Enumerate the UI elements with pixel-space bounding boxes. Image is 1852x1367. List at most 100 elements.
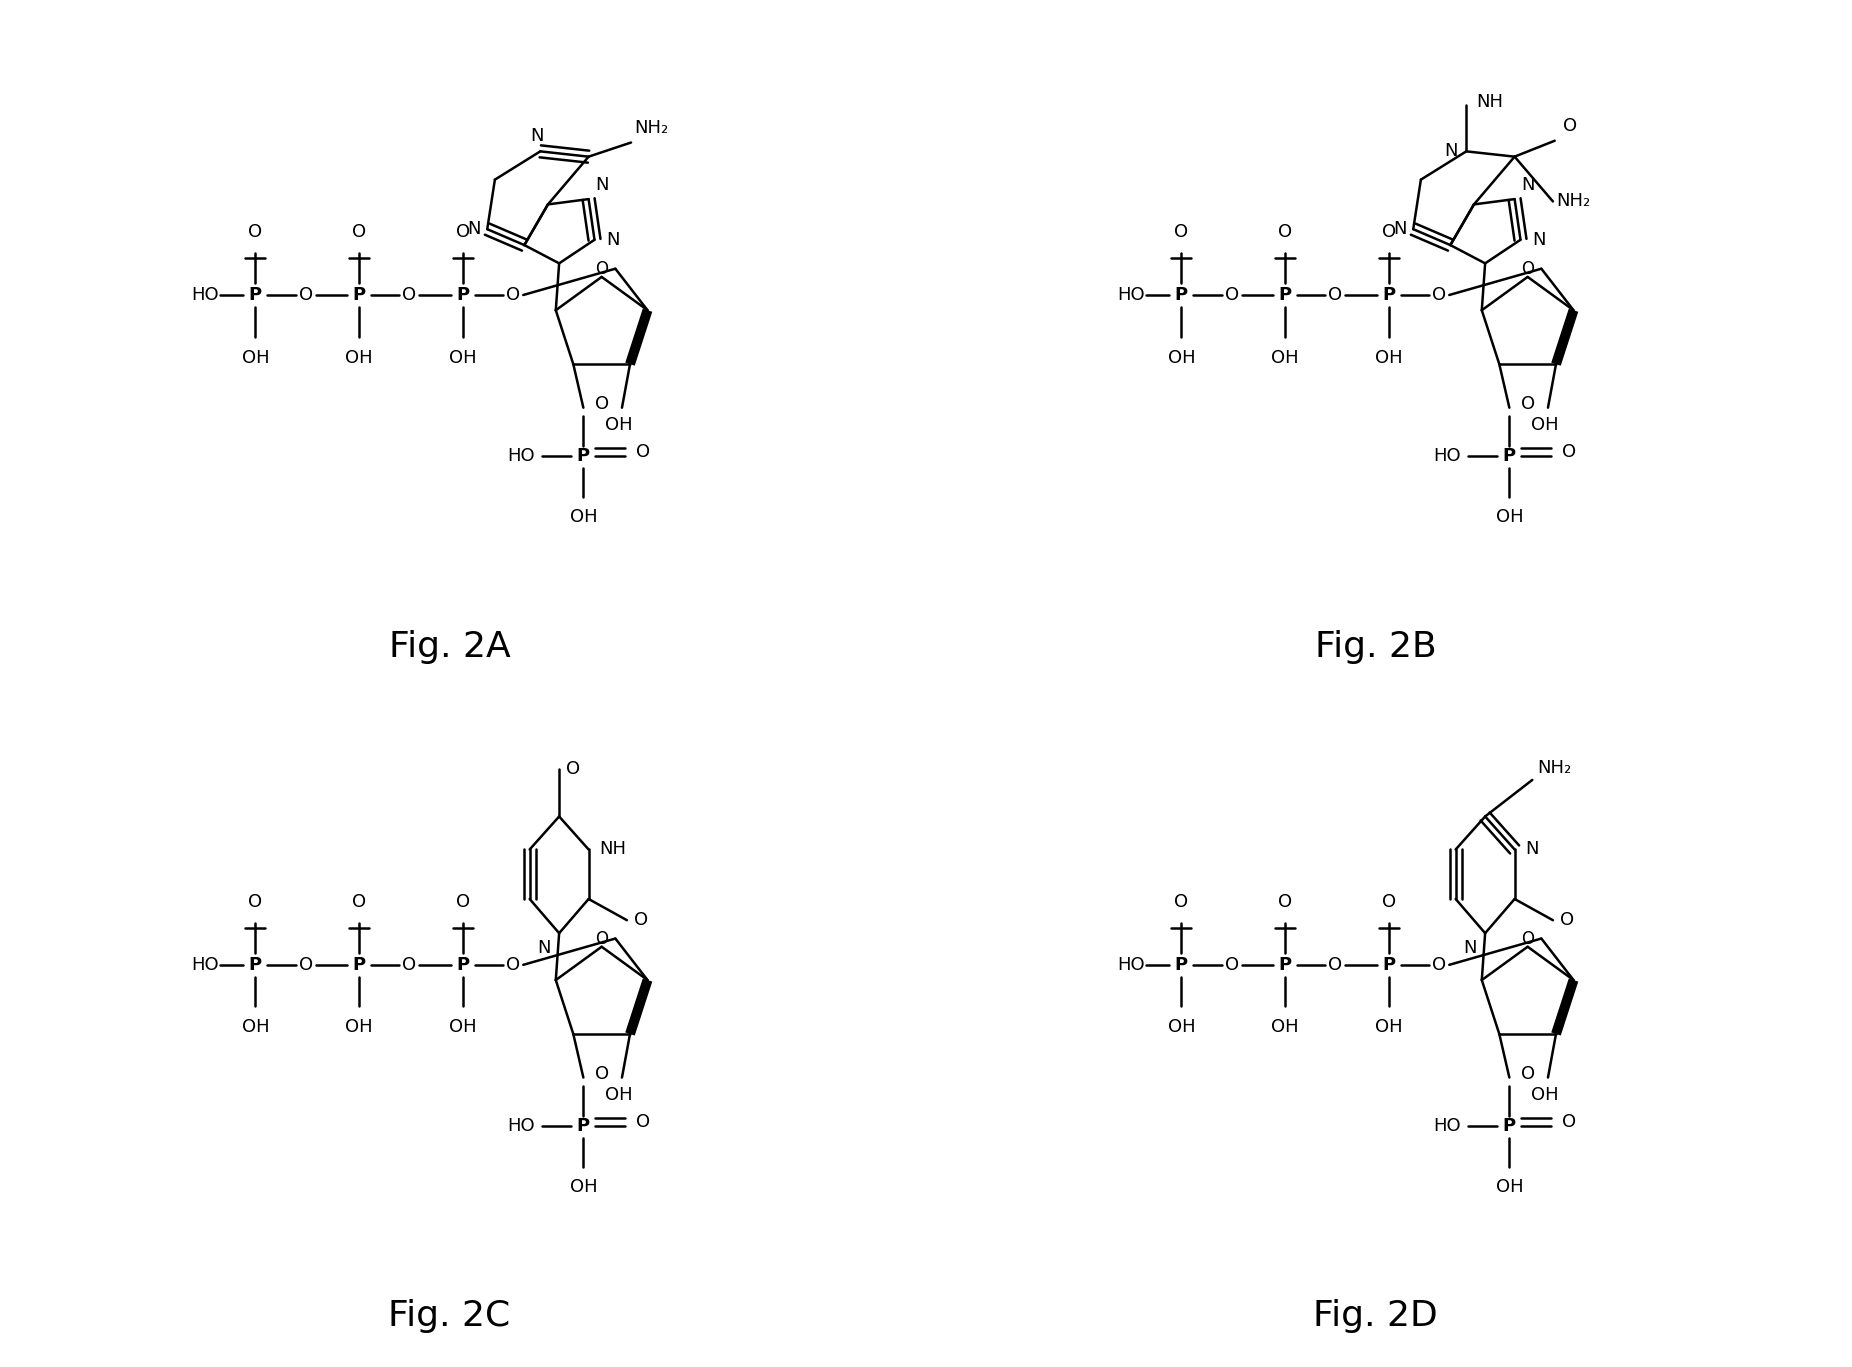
Text: HO: HO	[507, 447, 535, 465]
Text: O: O	[1432, 956, 1446, 973]
Text: O: O	[1224, 286, 1239, 303]
Text: OH: OH	[606, 1085, 632, 1103]
Text: N: N	[537, 939, 552, 957]
Text: OH: OH	[241, 349, 269, 366]
Text: OH: OH	[1270, 349, 1298, 366]
Text: O: O	[402, 956, 417, 973]
Text: HO: HO	[191, 956, 219, 973]
Text: O: O	[298, 956, 313, 973]
Text: P: P	[352, 286, 365, 303]
Text: N: N	[594, 176, 609, 194]
Text: HO: HO	[191, 286, 219, 303]
Text: HO: HO	[1117, 956, 1145, 973]
Text: O: O	[1520, 395, 1535, 413]
Text: O: O	[635, 1113, 650, 1131]
Text: O: O	[1520, 1065, 1535, 1083]
Text: P: P	[1382, 286, 1396, 303]
Text: P: P	[576, 447, 591, 465]
Text: N: N	[1520, 176, 1535, 194]
Text: P: P	[248, 286, 261, 303]
Text: O: O	[248, 223, 263, 242]
Text: P: P	[352, 956, 365, 973]
Text: HO: HO	[1433, 1117, 1461, 1135]
Text: O: O	[1432, 286, 1446, 303]
Text: OH: OH	[450, 349, 476, 366]
Text: O: O	[1224, 956, 1239, 973]
Text: O: O	[1174, 893, 1189, 912]
Text: OH: OH	[1270, 1018, 1298, 1036]
Text: P: P	[1174, 286, 1187, 303]
Text: P: P	[248, 956, 261, 973]
Text: OH: OH	[344, 349, 372, 366]
Text: O: O	[594, 1065, 609, 1083]
Text: NH₂: NH₂	[1556, 193, 1591, 211]
Text: O: O	[1520, 260, 1533, 278]
Text: Fig. 2C: Fig. 2C	[389, 1300, 511, 1333]
Text: OH: OH	[1167, 349, 1195, 366]
Text: O: O	[594, 395, 609, 413]
Text: OH: OH	[1532, 1085, 1558, 1103]
Text: O: O	[298, 286, 313, 303]
Text: P: P	[1502, 1117, 1517, 1135]
Text: P: P	[576, 1117, 591, 1135]
Text: N: N	[467, 220, 480, 238]
Text: NH: NH	[600, 841, 626, 858]
Text: NH₂: NH₂	[1537, 759, 1572, 776]
Text: O: O	[402, 286, 417, 303]
Text: P: P	[1174, 956, 1187, 973]
Text: O: O	[1563, 118, 1576, 135]
Text: O: O	[248, 893, 263, 912]
Text: OH: OH	[241, 1018, 269, 1036]
Text: O: O	[594, 260, 607, 278]
Text: HO: HO	[507, 1117, 535, 1135]
Text: O: O	[1561, 1113, 1576, 1131]
Text: O: O	[1559, 912, 1574, 930]
Text: O: O	[1174, 223, 1189, 242]
Text: O: O	[456, 893, 470, 912]
Text: N: N	[607, 231, 620, 249]
Text: HO: HO	[1117, 286, 1145, 303]
Text: N: N	[1533, 231, 1546, 249]
Text: O: O	[1328, 956, 1343, 973]
Text: NH₂: NH₂	[635, 119, 669, 137]
Text: O: O	[1382, 223, 1396, 242]
Text: O: O	[594, 930, 607, 947]
Text: O: O	[1561, 443, 1576, 461]
Text: OH: OH	[570, 1178, 596, 1196]
Text: OH: OH	[1496, 509, 1522, 526]
Text: O: O	[1278, 893, 1293, 912]
Text: Fig. 2A: Fig. 2A	[389, 630, 511, 663]
Text: OH: OH	[1167, 1018, 1195, 1036]
Text: NH: NH	[1476, 93, 1504, 111]
Text: N: N	[1445, 142, 1458, 160]
Text: N: N	[1526, 841, 1539, 858]
Text: HO: HO	[1433, 447, 1461, 465]
Text: O: O	[633, 912, 648, 930]
Text: P: P	[1502, 447, 1517, 465]
Text: O: O	[567, 760, 580, 778]
Text: OH: OH	[1376, 1018, 1402, 1036]
Text: O: O	[1520, 930, 1533, 947]
Text: OH: OH	[606, 416, 632, 433]
Text: P: P	[456, 286, 470, 303]
Text: O: O	[506, 286, 520, 303]
Text: OH: OH	[1376, 349, 1402, 366]
Text: O: O	[1278, 223, 1293, 242]
Text: Fig. 2D: Fig. 2D	[1313, 1300, 1437, 1333]
Text: N: N	[530, 127, 544, 145]
Text: O: O	[506, 956, 520, 973]
Text: P: P	[1278, 286, 1291, 303]
Text: O: O	[635, 443, 650, 461]
Text: OH: OH	[570, 509, 596, 526]
Text: O: O	[1382, 893, 1396, 912]
Text: P: P	[1278, 956, 1291, 973]
Text: OH: OH	[1532, 416, 1558, 433]
Text: OH: OH	[344, 1018, 372, 1036]
Text: N: N	[1463, 939, 1478, 957]
Text: P: P	[456, 956, 470, 973]
Text: O: O	[456, 223, 470, 242]
Text: OH: OH	[450, 1018, 476, 1036]
Text: Fig. 2B: Fig. 2B	[1315, 630, 1437, 663]
Text: O: O	[352, 223, 367, 242]
Text: O: O	[352, 893, 367, 912]
